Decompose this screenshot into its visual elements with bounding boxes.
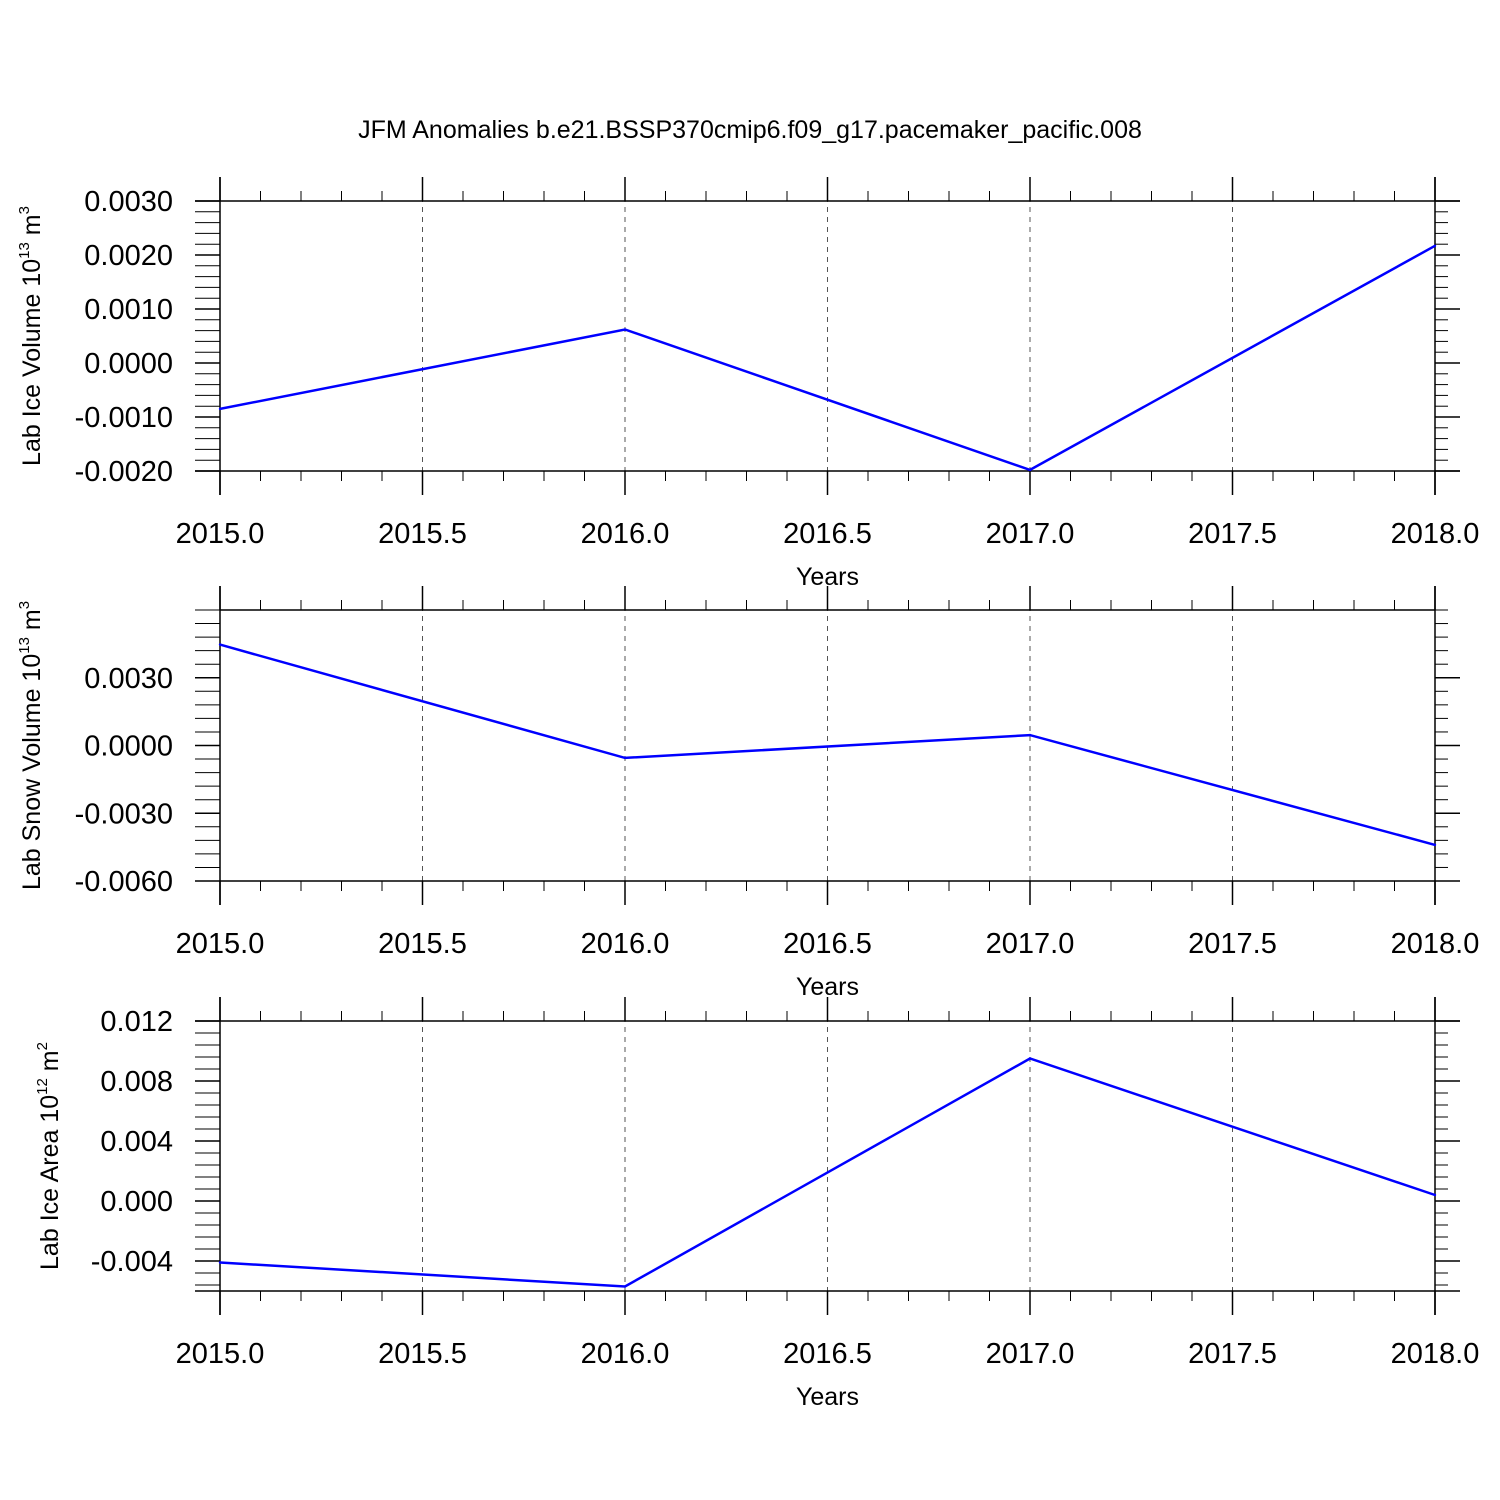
x-tick-label: 2017.0 <box>986 518 1075 550</box>
y-axis-label-exponent: 13 <box>16 242 33 259</box>
y-axis-label: Lab Ice Area 1012 m2 <box>34 1042 64 1270</box>
y-tick-label: 0.012 <box>100 1006 173 1038</box>
y-tick-label: 0.000 <box>100 1186 173 1218</box>
x-tick-label: 2016.0 <box>581 518 670 550</box>
y-axis-label: Lab Ice Volume 1013 m3 <box>16 206 46 466</box>
y-tick-label: -0.0020 <box>75 456 173 488</box>
y-tick-label: 0.0030 <box>84 186 173 218</box>
panel-3: 2015.0 2015.5 2016.0 2016.5 2017.0 2017.5 2018… <box>34 997 1479 1411</box>
data-point <box>1028 1057 1032 1060</box>
x-tick-label: 2016.5 <box>783 1338 872 1370</box>
y-tick-label: 0.0010 <box>84 294 173 326</box>
y-tick-label: -0.0060 <box>75 866 173 898</box>
y-tick-label: 0.004 <box>100 1126 173 1158</box>
x-tick-label: 2017.5 <box>1188 1338 1277 1370</box>
x-tick-label: 2016.0 <box>581 928 670 960</box>
data-point <box>1433 843 1437 847</box>
data-point <box>1433 1193 1437 1197</box>
y-axis-label-main: Lab Ice Volume 10 <box>18 259 46 466</box>
x-tick-label: 2017.5 <box>1188 518 1277 550</box>
x-tick-label: 2016.5 <box>783 928 872 960</box>
y-tick-label: 0.0000 <box>84 731 173 763</box>
x-tick-label: 2017.5 <box>1188 928 1277 960</box>
data-point <box>218 643 222 646</box>
panel-1: 2015.0 2015.5 2016.0 2016.5 2017.0 2017.5 2018… <box>16 177 1479 591</box>
x-tick-label: 2015.0 <box>176 1338 265 1370</box>
y-axis-label-unit: m <box>36 1050 64 1078</box>
chart-title: JFM Anomalies b.e21.BSSP370cmip6.f09_g17… <box>358 116 1142 144</box>
y-axis-label-exponent: 12 <box>34 1078 51 1095</box>
y-tick-label: -0.004 <box>91 1246 173 1278</box>
x-tick-label: 2017.0 <box>986 928 1075 960</box>
data-point <box>1433 244 1437 248</box>
x-tick-label: 2016.0 <box>581 1338 670 1370</box>
y-tick-label: -0.0030 <box>75 798 173 830</box>
y-axis-label-unit: m <box>18 214 46 242</box>
panel-2: 2015.0 2015.5 2016.0 2016.5 2017.0 2017.5 2018… <box>16 586 1479 1001</box>
y-tick-label: -0.0010 <box>75 402 173 434</box>
x-axis-label: Years <box>796 1383 859 1411</box>
y-tick-label: 0.0030 <box>84 663 173 695</box>
data-point <box>623 756 627 760</box>
y-axis-label-main: Lab Ice Area 10 <box>36 1095 64 1270</box>
y-tick-label: 0.008 <box>100 1066 173 1098</box>
series-line <box>219 643 1436 847</box>
x-tick-label: 2015.5 <box>378 518 467 550</box>
x-tick-label: 2015.5 <box>378 928 467 960</box>
x-tick-label: 2015.0 <box>176 518 265 550</box>
data-point <box>1028 468 1032 472</box>
x-tick-label: 2018.0 <box>1391 1338 1480 1370</box>
y-tick-label: 0.0020 <box>84 240 173 272</box>
x-tick-label: 2018.0 <box>1391 928 1480 960</box>
y-axis-label-unit-exponent: 2 <box>34 1042 51 1050</box>
x-axis-label: Years <box>796 973 859 1001</box>
series-line <box>219 1057 1436 1288</box>
y-axis-label-unit: m <box>18 609 46 637</box>
chart-panels: 2015.0 2015.5 2016.0 2016.5 2017.0 2017.5 2018… <box>16 177 1479 1411</box>
data-point <box>1028 733 1032 737</box>
x-tick-label: 2017.0 <box>986 1338 1075 1370</box>
series-line <box>219 244 1436 472</box>
data-point <box>218 1261 222 1264</box>
y-axis-label: Lab Snow Volume 1013 m3 <box>16 601 46 890</box>
data-point <box>218 407 222 411</box>
y-axis-label-main: Lab Snow Volume 10 <box>18 654 46 890</box>
data-point <box>623 1285 627 1288</box>
y-axis-label-unit-exponent: 3 <box>16 206 33 214</box>
y-axis-label-unit-exponent: 3 <box>16 601 33 609</box>
x-tick-label: 2015.0 <box>176 928 265 960</box>
y-axis-label-exponent: 13 <box>16 637 33 654</box>
x-tick-label: 2016.5 <box>783 518 872 550</box>
x-tick-label: 2018.0 <box>1391 518 1480 550</box>
x-tick-label: 2015.5 <box>378 1338 467 1370</box>
data-point <box>623 328 627 331</box>
y-tick-label: 0.0000 <box>84 348 173 380</box>
